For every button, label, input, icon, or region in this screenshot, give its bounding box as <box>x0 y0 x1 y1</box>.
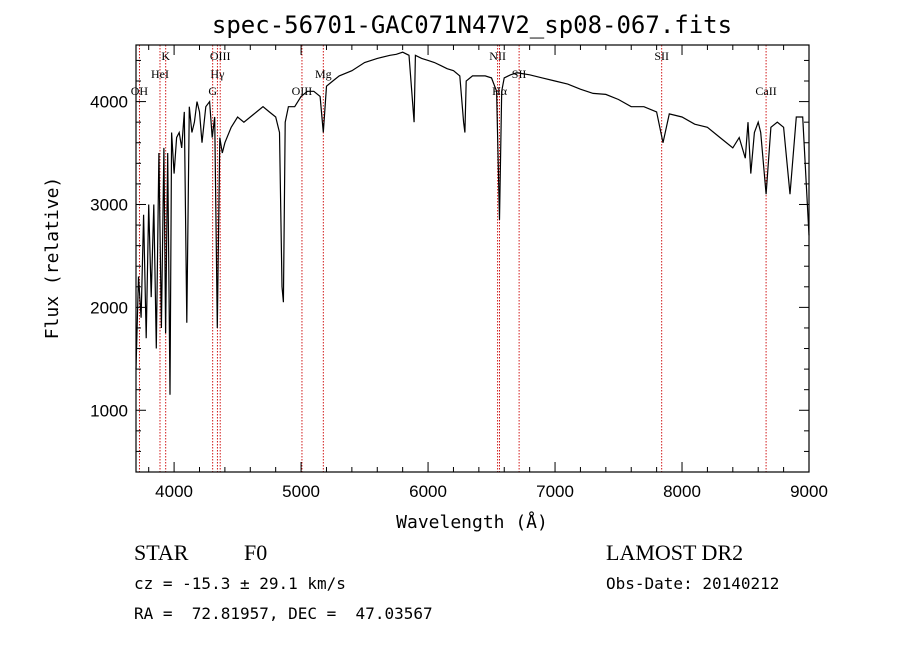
x-tick-label-4000: 4000 <box>155 482 193 501</box>
x-tick-label-6000: 6000 <box>409 482 447 501</box>
x-axis-label: Wavelength (Å) <box>396 511 548 533</box>
observation-date: Obs-Date: 20140212 <box>606 574 780 593</box>
marker-label-10: SII <box>512 67 527 81</box>
marker-label-12: CaII <box>755 84 776 98</box>
chart-title: spec-56701-GAC071N47V2_sp08-067.fits <box>212 11 732 39</box>
marker-label-7: Mg <box>315 67 332 81</box>
marker-label-0: OH <box>131 84 149 98</box>
marker-label-3: Hγ <box>210 67 225 81</box>
redshift-velocity: cz = -15.3 ± 29.1 km/s <box>134 574 346 593</box>
marker-label-11: SII <box>654 49 669 63</box>
y-tick-label-2000: 2000 <box>90 298 128 317</box>
spectrum-chart: spec-56701-GAC071N47V2_sp08-067.fits OHH… <box>42 11 828 533</box>
x-tick-label-8000: 8000 <box>663 482 701 501</box>
y-axis-label: Flux (relative) <box>42 177 63 340</box>
marker-label-4: OIII <box>210 49 231 63</box>
axis-ticks: 4000 5000 6000 7000 8000 9000 1000 2000 3000 4000 <box>90 45 828 501</box>
plot-frame <box>135 44 810 473</box>
spectrum-series-line <box>135 51 810 395</box>
sky-coordinates: RA = 72.81957, DEC = 47.03567 <box>134 604 433 623</box>
object-class: STAR <box>134 540 189 565</box>
x-tick-label-9000: 9000 <box>790 482 828 501</box>
y-tick-label-4000: 4000 <box>90 93 128 112</box>
object-subclass: F0 <box>244 540 268 565</box>
marker-label-6: OIII <box>292 84 313 98</box>
y-tick-label-1000: 1000 <box>90 401 128 420</box>
marker-label-5: G <box>208 84 217 98</box>
marker-label-2: K <box>161 49 170 63</box>
marker-label-9: Hα <box>492 84 508 98</box>
survey-name: LAMOST DR2 <box>606 540 744 565</box>
y-tick-label-3000: 3000 <box>90 195 128 214</box>
marker-label-1: HeI <box>151 67 169 81</box>
x-tick-label-7000: 7000 <box>536 482 574 501</box>
marker-label-8: NII <box>489 49 506 63</box>
x-tick-label-5000: 5000 <box>282 482 320 501</box>
